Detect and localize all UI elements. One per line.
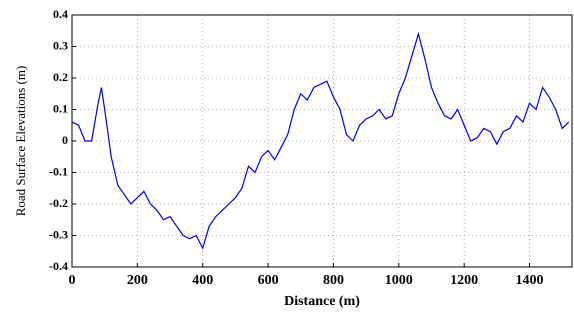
x-tick-label: 1000 — [385, 273, 413, 288]
x-tick-label: 600 — [258, 273, 279, 288]
x-tick-label: 400 — [192, 273, 213, 288]
y-tick-label: 0 — [62, 133, 68, 147]
x-axis-label: Distance (m) — [284, 294, 360, 309]
line-series — [71, 31, 570, 250]
y-tick-label: 0.2 — [53, 70, 68, 84]
x-tick-label: 1200 — [450, 273, 478, 288]
y-tick-label: -0.3 — [49, 227, 68, 241]
x-tick-label: 0 — [69, 273, 76, 288]
y-tick-label: 0.1 — [53, 101, 68, 115]
y-tick-label: -0.1 — [49, 164, 68, 178]
y-tick-label: 0.4 — [53, 7, 68, 21]
x-tick-label: 200 — [127, 273, 148, 288]
x-tick-label: 1400 — [516, 273, 544, 288]
y-tick-label: -0.4 — [49, 259, 68, 273]
x-tick-label: 800 — [323, 273, 344, 288]
y-axis-label: Road Surface Elevations (m) — [13, 66, 28, 217]
y-tick-label: 0.3 — [53, 38, 68, 52]
plot-frame — [71, 14, 573, 268]
y-tick-label: -0.2 — [49, 196, 68, 210]
